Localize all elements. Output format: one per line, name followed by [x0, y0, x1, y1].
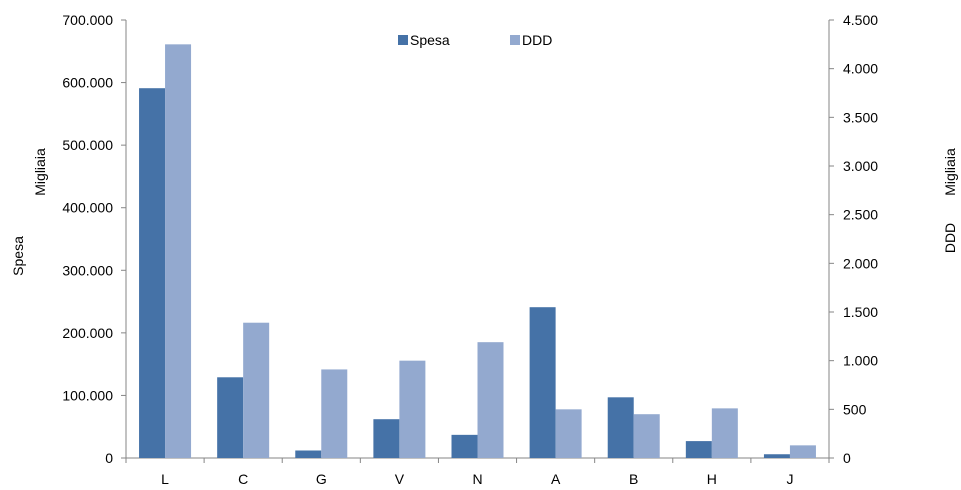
x-tick-label: H [707, 471, 717, 487]
x-tick-label: B [629, 471, 638, 487]
legend-label-spesa: Spesa [410, 32, 450, 48]
bar-ddd-H [711, 408, 738, 458]
bars [139, 44, 816, 459]
right-axis-label: DDD [942, 223, 958, 253]
left-tick-label: 700.000 [62, 12, 113, 28]
bar-spesa-B [607, 397, 634, 458]
bar-spesa-C [217, 377, 244, 458]
bar-spesa-A [529, 307, 556, 458]
left-tick-label: 600.000 [62, 75, 113, 91]
x-tick-label: N [472, 471, 482, 487]
right-tick-label: 2.500 [843, 207, 878, 223]
bar-ddd-C [243, 322, 270, 458]
legend: Spesa DDD [398, 32, 552, 48]
left-tick-label: 400.000 [62, 200, 113, 216]
left-axis-unit-label: Migliaia [32, 148, 48, 196]
bar-ddd-N [477, 342, 504, 458]
left-axis-label: Spesa [10, 236, 26, 276]
right-tick-label: 1.500 [843, 304, 878, 320]
right-axis-ticks: 0 500 1.000 1.500 2.000 2.500 3.000 3.500 4.000 4… [829, 12, 878, 466]
x-tick-label: L [161, 471, 169, 487]
x-tick-label: G [316, 471, 327, 487]
bar-ddd-B [633, 414, 660, 458]
legend-label-ddd: DDD [522, 32, 552, 48]
right-tick-label: 4.000 [843, 61, 878, 77]
x-tick-label: A [551, 471, 561, 487]
right-tick-label: 4.500 [843, 12, 878, 28]
right-tick-label: 2.000 [843, 255, 878, 271]
bar-ddd-L [165, 44, 192, 458]
bar-spesa-V [373, 419, 400, 458]
x-tick-label: J [786, 471, 793, 487]
left-tick-label: 500.000 [62, 137, 113, 153]
right-tick-label: 0 [843, 450, 851, 466]
bar-ddd-A [555, 409, 582, 458]
left-tick-label: 0 [105, 450, 113, 466]
x-tick-label: C [238, 471, 248, 487]
bar-spesa-G [295, 450, 322, 458]
bar-ddd-V [399, 360, 426, 458]
bar-ddd-G [321, 369, 348, 458]
left-tick-label: 200.000 [62, 325, 113, 341]
bar-spesa-N [451, 434, 478, 458]
left-tick-label: 100.000 [62, 387, 113, 403]
right-tick-label: 3.000 [843, 158, 878, 174]
right-axis-unit-label: Migliaia [942, 148, 958, 196]
left-axis-ticks: 0 100.000 200.000 300.000 400.000 500.000 600.… [62, 12, 126, 466]
bar-spesa-H [685, 441, 712, 458]
bar-spesa-J [763, 454, 790, 458]
right-tick-label: 3.500 [843, 109, 878, 125]
left-tick-label: 300.000 [62, 262, 113, 278]
right-tick-label: 1.000 [843, 353, 878, 369]
x-tick-label: V [395, 471, 405, 487]
right-tick-label: 500 [843, 401, 867, 417]
bar-ddd-J [789, 445, 816, 458]
legend-swatch-ddd [510, 35, 520, 45]
bar-spesa-L [139, 88, 166, 459]
legend-swatch-spesa [398, 35, 408, 45]
